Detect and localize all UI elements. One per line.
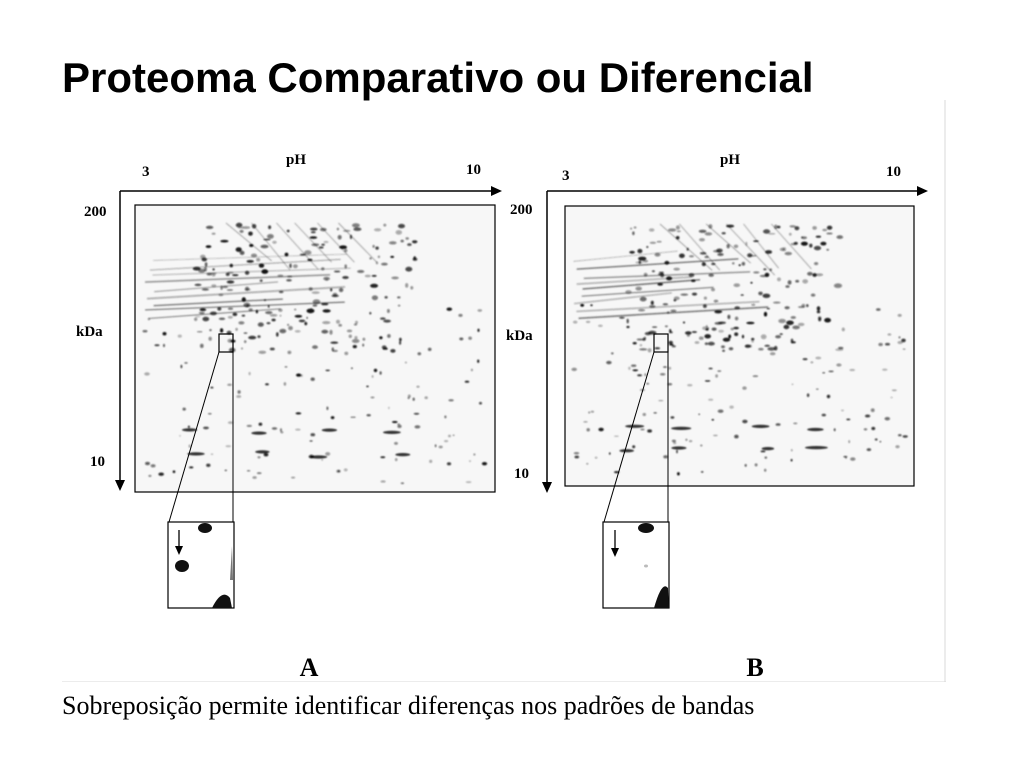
gel-a-ph-start: 3 [142, 164, 150, 180]
gel-a-panel-label: A [300, 653, 319, 682]
gel-b-zoom-inset [602, 521, 670, 609]
gel-b-ph-end: 10 [886, 164, 901, 180]
gel-b-mw-top: 200 [510, 202, 533, 218]
gel-b-zoom-line-left [603, 351, 655, 523]
gel-a-mw-arrowhead [115, 480, 125, 491]
gel-a-mw-bottom: 10 [90, 454, 105, 470]
gel-a-ph-label: pH [286, 152, 306, 168]
gel-a-ph-arrowhead [491, 186, 502, 196]
gel-b-image [564, 205, 915, 487]
gel-a-mw-top: 200 [84, 204, 107, 220]
gel-a-zoom-region [218, 333, 234, 353]
gel-b: 3 pH 10 200 kDa 10 B [506, 152, 928, 682]
gel-a-zoom-inset [167, 521, 235, 609]
gel-a: 3 pH 10 200 kDa 10 A [76, 152, 502, 682]
gel-b-ph-start: 3 [562, 168, 570, 184]
gel-b-zoom-region [653, 333, 669, 353]
slide-title: Proteoma Comparativo ou Diferencial [62, 54, 814, 101]
gel-a-ph-end: 10 [466, 162, 481, 178]
gel-b-ph-label: pH [720, 152, 740, 168]
gel-b-panel-label: B [746, 653, 763, 682]
gel-comparison-figure: 3 pH 10 200 kDa 10 A 3 pH 10 200 [62, 100, 946, 682]
slide-caption: Sobreposição permite identificar diferen… [62, 691, 755, 720]
gel-a-zoom-line-left [168, 351, 220, 523]
gel-b-mw-label: kDa [506, 328, 533, 344]
gel-b-mw-bottom: 10 [514, 466, 529, 482]
gel-b-spots [571, 223, 908, 476]
gel-b-mw-arrowhead [542, 482, 552, 493]
gel-a-spots [142, 222, 488, 485]
gel-a-mw-label: kDa [76, 324, 103, 340]
gel-comparison-svg: 3 pH 10 200 kDa 10 A 3 pH 10 200 [62, 100, 946, 682]
gel-b-ph-arrowhead [917, 186, 928, 196]
